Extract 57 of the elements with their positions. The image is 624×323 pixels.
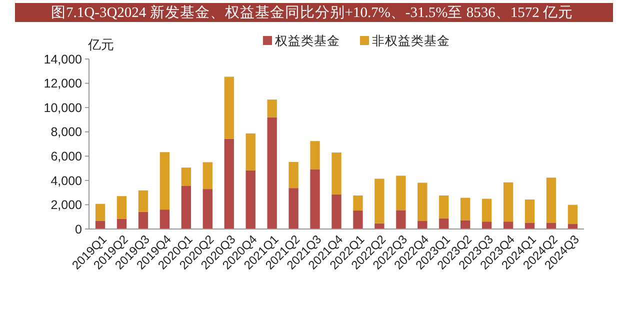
bar	[202, 162, 212, 190]
legend-label: 非权益类基金	[372, 34, 450, 48]
bar	[524, 199, 535, 223]
bar	[482, 198, 492, 222]
bar	[160, 210, 170, 229]
bar	[138, 190, 148, 212]
bar	[396, 176, 406, 210]
bar	[267, 100, 277, 118]
bar	[524, 222, 535, 229]
y-tick-label: 4,000	[50, 174, 82, 188]
bar	[396, 210, 406, 229]
y-tick-label: 10,000	[44, 100, 82, 115]
bar	[460, 198, 470, 220]
bar	[310, 141, 320, 170]
bar	[224, 138, 234, 229]
bar	[546, 178, 556, 223]
bar	[95, 220, 106, 229]
bar	[546, 222, 556, 229]
bar	[503, 182, 514, 222]
bar	[116, 218, 127, 229]
bar	[138, 212, 148, 229]
y-tick-label: 12,000	[44, 76, 82, 91]
bar	[332, 194, 342, 229]
bar	[418, 220, 428, 229]
bar	[160, 152, 170, 210]
bar	[374, 223, 384, 229]
chart-title: 图7.1Q-3Q2024 新发基金、权益基金同比分别+10.7%、-31.5%至 8536、1572 亿元	[51, 4, 573, 21]
bar	[568, 204, 578, 224]
bar	[418, 182, 428, 221]
y-tick-label: 2,000	[50, 198, 82, 212]
bar	[374, 178, 384, 224]
bar	[288, 188, 298, 229]
y-tick-label: 14,000	[44, 52, 82, 66]
bar	[202, 189, 212, 229]
bar	[353, 195, 363, 211]
bar	[503, 222, 514, 229]
bar	[267, 117, 277, 229]
y-tick-label: 6,000	[50, 150, 82, 164]
bar	[246, 170, 256, 229]
bar	[288, 162, 298, 188]
bar	[439, 195, 449, 218]
legend-label: 权益类基金	[274, 34, 340, 48]
bar	[181, 168, 192, 186]
bar	[332, 152, 342, 194]
y-tick-label: 8,000	[50, 125, 82, 140]
bar	[246, 133, 256, 170]
bar	[116, 196, 127, 219]
bar	[181, 186, 192, 229]
bar	[460, 220, 470, 229]
bar	[95, 204, 106, 221]
bar	[482, 222, 492, 229]
bar	[310, 169, 320, 229]
bar	[353, 210, 363, 229]
bar	[439, 218, 449, 229]
y-axis-title: 亿元	[87, 37, 114, 52]
y-tick-label: 0	[75, 222, 82, 236]
bar	[224, 76, 234, 139]
